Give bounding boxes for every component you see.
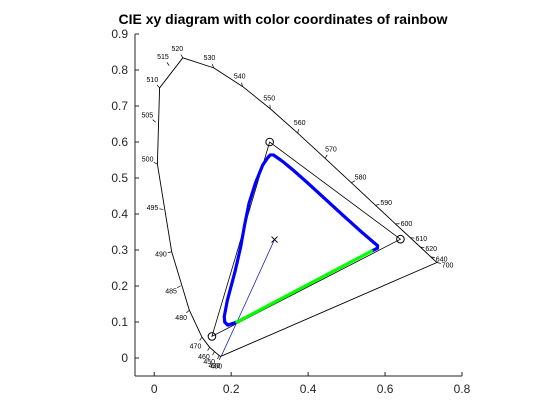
wavelength-label: 400 bbox=[210, 364, 222, 371]
x-tick-label: 0.4 bbox=[300, 382, 317, 396]
wavelength-tick bbox=[153, 162, 158, 165]
gamut-primary-marker bbox=[207, 332, 217, 341]
y-tick-label: 0.7 bbox=[111, 99, 128, 113]
wavelength-tick bbox=[186, 309, 190, 314]
white-point-cross bbox=[271, 236, 278, 243]
wavelength-label: 700 bbox=[442, 262, 454, 269]
series-1 bbox=[235, 249, 374, 324]
wavelength-label: 580 bbox=[355, 174, 367, 181]
wavelength-tick bbox=[199, 336, 203, 341]
chart-title: CIE xy diagram with color coordinates of… bbox=[118, 11, 447, 27]
wavelength-label: 480 bbox=[175, 315, 187, 322]
y-tick-label: 0.1 bbox=[111, 315, 128, 329]
wavelength-label: 600 bbox=[401, 221, 413, 228]
wavelength-tick bbox=[324, 154, 328, 159]
series-point bbox=[369, 249, 374, 253]
wavelength-label: 515 bbox=[157, 54, 169, 61]
wavelength-tick bbox=[159, 208, 164, 210]
wavelength-label: 610 bbox=[415, 236, 427, 243]
y-tick-label: 0 bbox=[121, 351, 128, 365]
wavelength-tick bbox=[207, 347, 210, 351]
wavelength-label: 620 bbox=[425, 246, 437, 253]
y-tick-label: 0.6 bbox=[111, 135, 128, 149]
gamut-primary-marker bbox=[265, 137, 274, 147]
wavelength-label: 570 bbox=[325, 146, 337, 153]
wavelength-tick bbox=[212, 351, 215, 356]
wavelength-tick bbox=[211, 64, 215, 69]
x-tick-label: 0.2 bbox=[223, 382, 240, 396]
wavelength-tick bbox=[375, 203, 380, 206]
wavelength-label: 485 bbox=[165, 289, 177, 296]
white-point bbox=[271, 236, 278, 243]
y-tick-label: 0.9 bbox=[111, 27, 128, 41]
wavelength-label: 490 bbox=[155, 252, 167, 259]
wavelength-label: 430 bbox=[209, 363, 221, 370]
wavelength-tick bbox=[420, 246, 425, 248]
wavelength-tick bbox=[152, 119, 156, 123]
y-tick-label: 0.4 bbox=[111, 207, 128, 221]
wavelength-tick bbox=[166, 62, 170, 66]
wavelength-label: 470 bbox=[190, 344, 202, 351]
y-tick-label: 0.5 bbox=[111, 171, 128, 185]
wavelength-label: 500 bbox=[142, 157, 154, 164]
wavelength-tick bbox=[180, 54, 184, 59]
wavelength-tick bbox=[167, 251, 172, 253]
wavelength-tick bbox=[218, 356, 222, 361]
wavelength-label: 540 bbox=[234, 73, 246, 80]
wavelength-tick bbox=[430, 256, 435, 258]
x-tick-label: 0 bbox=[151, 382, 158, 396]
wavelength-label: 550 bbox=[263, 95, 275, 102]
x-tick-label: 0.8 bbox=[454, 382, 471, 396]
wavelength-label: 505 bbox=[141, 113, 153, 120]
y-tick-label: 0.3 bbox=[111, 243, 128, 257]
wavelength-label: 520 bbox=[171, 46, 183, 53]
wavelength-tick bbox=[436, 262, 441, 264]
wavelength-label: 460 bbox=[198, 354, 210, 361]
wavelength-tick bbox=[156, 84, 160, 89]
wavelength-tick bbox=[297, 129, 299, 134]
y-tick-label: 0.8 bbox=[111, 63, 128, 77]
wavelength-tick bbox=[241, 82, 243, 87]
y-tick-label: 0.2 bbox=[111, 279, 128, 293]
series-0 bbox=[222, 153, 380, 327]
rainbow-series bbox=[222, 153, 380, 327]
gamut-primary-marker bbox=[396, 234, 405, 244]
spectral-locus-path bbox=[156, 57, 438, 357]
wavelength-label: 510 bbox=[147, 77, 159, 84]
wavelength-label: 450 bbox=[203, 359, 215, 366]
spectral-locus bbox=[156, 57, 438, 357]
wavelength-label: 560 bbox=[294, 120, 306, 127]
gamut-triangle bbox=[207, 137, 405, 341]
wavelength-label: 495 bbox=[147, 205, 159, 212]
wavelength-tick bbox=[351, 180, 355, 184]
wavelength-labels: 4004304504604704804854904955005055105155… bbox=[141, 46, 453, 371]
x-tick-label: 0.6 bbox=[377, 382, 394, 396]
wavelength-label: 640 bbox=[436, 256, 448, 263]
wavelength-tick bbox=[217, 355, 220, 360]
wavelength-label: 530 bbox=[204, 55, 216, 62]
wavelength-tick bbox=[177, 285, 181, 289]
wavelength-label: 590 bbox=[380, 200, 392, 207]
axes: 0 0.2 0.4 0.6 0.8 0 0.1 0.2 0.3 0.4 0.5 0.6 0.7 0.8 0.… bbox=[111, 27, 470, 396]
